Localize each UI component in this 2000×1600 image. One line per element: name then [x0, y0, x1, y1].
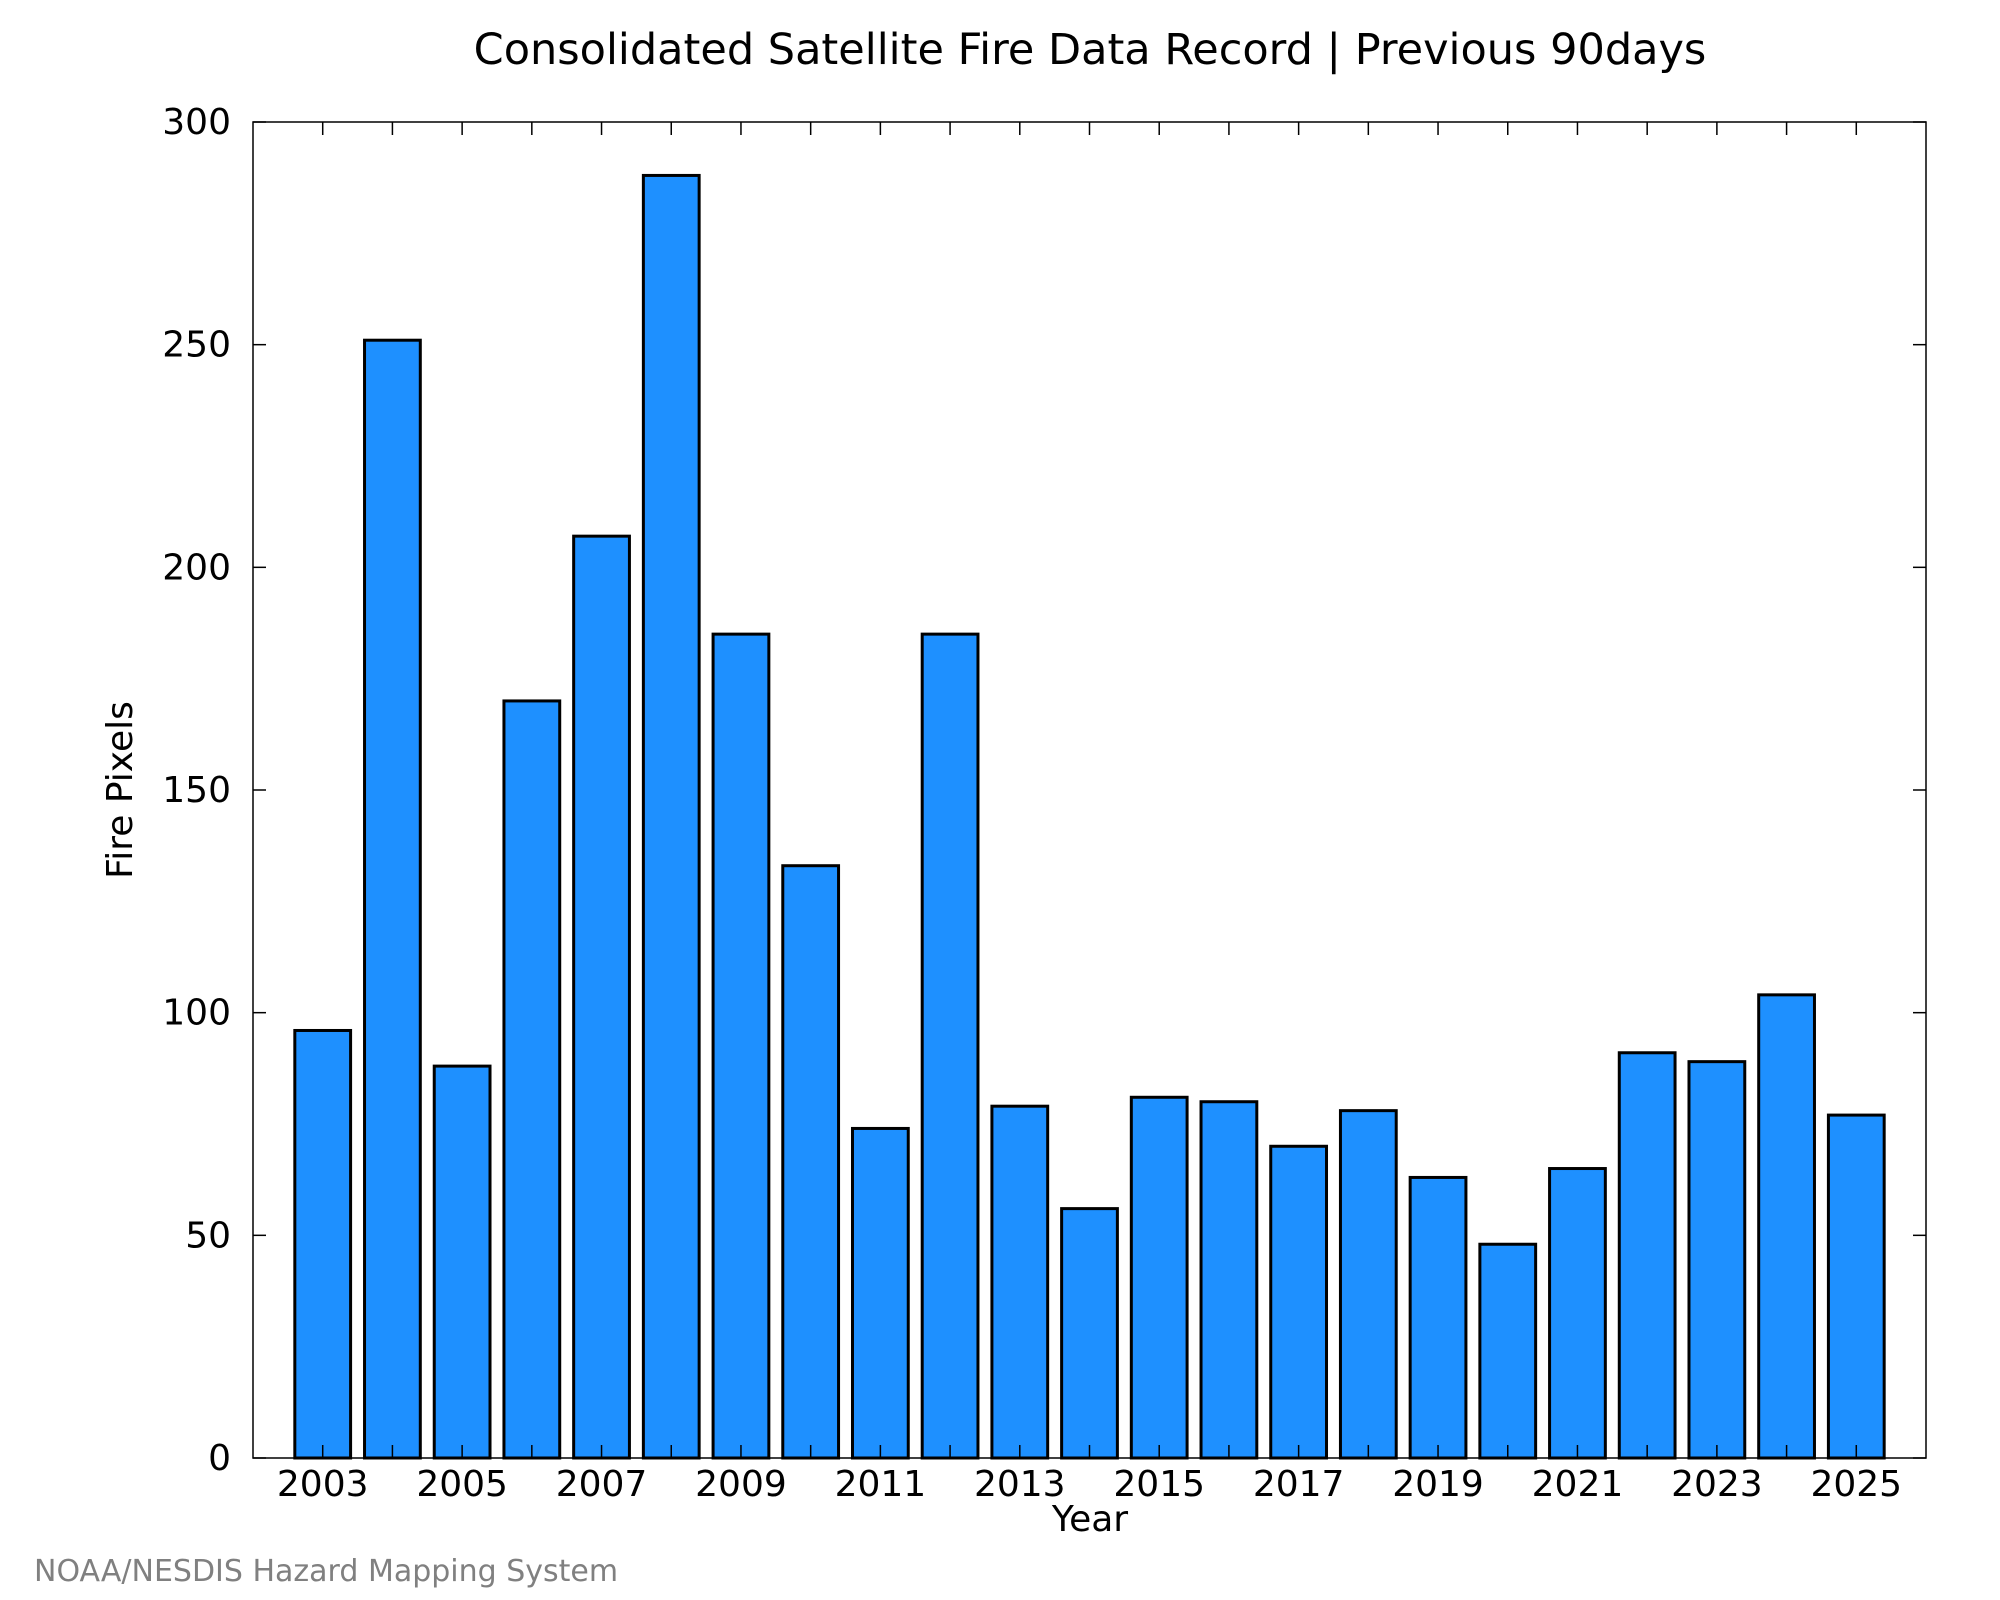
- bar-2022: [1617, 1051, 1677, 1460]
- x-tick-label-2011: 2011: [835, 1464, 927, 1505]
- x-tick-label-2013: 2013: [974, 1464, 1066, 1505]
- x-axis-tick-labels: 2003 2005 2007 2009 2011 2013 2015 2017 2019 2021…: [277, 1464, 1902, 1505]
- bar-2016: [1199, 1100, 1259, 1460]
- y-tick-label-200: 200: [162, 547, 231, 588]
- y-tick-label-250: 250: [162, 325, 231, 366]
- y-tick-label-150: 150: [162, 770, 231, 811]
- bar-2018: [1338, 1109, 1398, 1460]
- bar-2025: [1826, 1113, 1886, 1460]
- x-tick-label-2021: 2021: [1532, 1464, 1624, 1505]
- bar-2005: [432, 1064, 492, 1460]
- bar-2004: [363, 338, 422, 1460]
- x-tick-label-2005: 2005: [416, 1464, 508, 1505]
- x-tick-label-2003: 2003: [277, 1464, 369, 1505]
- bar-2015: [1129, 1095, 1189, 1460]
- y-tick-label-50: 50: [185, 1215, 231, 1256]
- bar-2014: [1060, 1207, 1119, 1460]
- bar-2019: [1408, 1175, 1468, 1460]
- bar-2003: [293, 1028, 353, 1460]
- bar-2023: [1687, 1060, 1747, 1460]
- bars-group: [293, 173, 1886, 1460]
- y-tick-label-300: 300: [162, 102, 231, 143]
- y-axis-tick-labels: 0 50 100 150 200 250 300: [162, 102, 231, 1479]
- bar-2009: [711, 632, 771, 1460]
- x-tick-label-2023: 2023: [1671, 1464, 1763, 1505]
- bar-2008: [641, 173, 701, 1460]
- axis-ticks: [253, 121, 1926, 1459]
- chart-title: Consolidated Satellite Fire Data Record …: [474, 25, 1707, 75]
- x-tick-label-2015: 2015: [1113, 1464, 1205, 1505]
- x-tick-label-2019: 2019: [1392, 1464, 1484, 1505]
- bar-2017: [1269, 1144, 1329, 1460]
- y-axis-title: Fire Pixels: [100, 701, 141, 879]
- bar-2021: [1548, 1167, 1607, 1460]
- bar-2007: [572, 534, 631, 1460]
- y-tick-label-0: 0: [208, 1438, 231, 1479]
- x-tick-label-2025: 2025: [1810, 1464, 1902, 1505]
- credit-text: NOAA/NESDIS Hazard Mapping System: [34, 1554, 618, 1589]
- bar-2006: [502, 699, 562, 1460]
- bar-2013: [990, 1104, 1050, 1460]
- y-tick-label-100: 100: [162, 993, 231, 1034]
- x-axis-title: Year: [1051, 1499, 1128, 1540]
- bar-2020: [1478, 1242, 1538, 1460]
- bar-2010: [781, 864, 841, 1460]
- bar-2011: [850, 1126, 910, 1460]
- x-tick-label-2017: 2017: [1253, 1464, 1345, 1505]
- x-tick-label-2009: 2009: [695, 1464, 787, 1505]
- bar-2012: [920, 632, 980, 1460]
- bar-2024: [1757, 993, 1816, 1460]
- x-tick-label-2007: 2007: [556, 1464, 648, 1505]
